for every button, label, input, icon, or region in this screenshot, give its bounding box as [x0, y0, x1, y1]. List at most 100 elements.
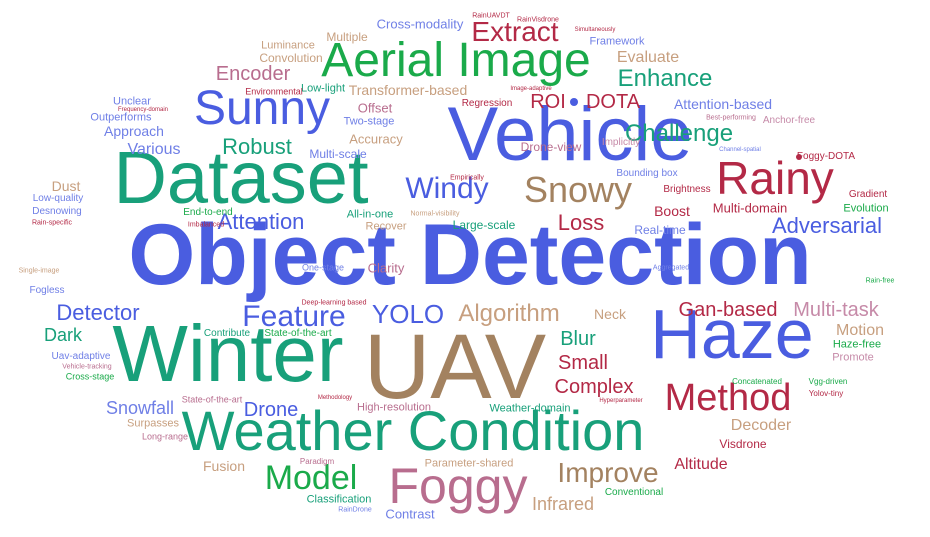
word-transformer-based: Transformer-based [348, 82, 468, 98]
word-infrared: Infrared [531, 494, 595, 514]
word-drone: Drone [243, 399, 299, 421]
word-brightness: Brightness [663, 184, 711, 195]
word-multiple: Multiple [326, 30, 368, 44]
word-aerial-image: Aerial Image [321, 34, 591, 87]
word-fogless: Fogless [29, 285, 65, 296]
word-two-stage: Two-stage [343, 115, 395, 128]
word-encoder: Encoder [215, 63, 291, 85]
word-cross-modality: Cross-modality [376, 16, 464, 32]
word-cross-stage: Cross-stage [65, 371, 115, 382]
word-frequency-domain: Frequency-domain [117, 107, 169, 113]
word-neck: Neck [594, 306, 626, 322]
word-enhance: Enhance [617, 65, 713, 92]
word-offset: Offset [357, 100, 393, 116]
word-haze-free: Haze-free [832, 338, 882, 351]
word-detector: Detector [56, 300, 140, 325]
word-uav-adaptive: Uav-adaptive [51, 351, 111, 362]
word-outperforms: Outperforms [90, 111, 152, 124]
word-loss: Loss [557, 210, 605, 235]
word-foggy: Foggy [388, 458, 528, 514]
word-weather-domain: Weather-domain [489, 402, 571, 415]
word-environmental: Environmental [245, 86, 303, 97]
word-evaluate: Evaluate [616, 49, 680, 66]
word-yolov-tiny: Yolov-tiny [808, 389, 844, 398]
word-blur: Blur [560, 328, 596, 350]
word-evolution: Evolution [843, 202, 889, 215]
word-rain-specific: Rain-specific [31, 219, 73, 227]
word-contribute: Contribute [203, 328, 251, 339]
word-desnowing: Desnowing [32, 206, 82, 217]
word-classification: Classification [306, 493, 372, 506]
word-implicitly: Implicitly [601, 137, 641, 148]
word-all-in-one: All-in-one [346, 208, 394, 221]
word-single-image: Single-image [18, 267, 60, 275]
word-dust: Dust [51, 178, 81, 194]
word-long-range: Long-range [141, 431, 189, 442]
word-rain-free: Rain-free [865, 277, 895, 285]
word-high-resolution: High-resolution [357, 401, 431, 414]
word-bounding-box: Bounding box [616, 168, 678, 179]
word-simultaneously: Simultaneously [574, 27, 616, 33]
word-haze: Haze [650, 295, 814, 373]
word-attention: Attention [217, 209, 305, 234]
word-foggy-dota: Foggy-DOTA [796, 151, 856, 162]
word-real-time: Real-time [634, 223, 686, 237]
word-anchor-free: Anchor-free [762, 115, 816, 126]
bullet-dot [570, 98, 578, 106]
word-concatenated: Concatenated [732, 377, 782, 386]
word-accuracy: Accuracy [349, 131, 403, 147]
word-small: Small [557, 352, 609, 374]
word-hyperparameter: Hyperparameter [599, 398, 643, 404]
word-dark: Dark [43, 325, 83, 345]
word-visdrone: Visdrone [719, 437, 767, 451]
word-surpasses: Surpasses [127, 417, 179, 430]
word-altitude: Altitude [674, 456, 728, 473]
word-snowy: Snowy [523, 169, 633, 210]
word-empirically: Empirically [450, 174, 484, 182]
word-weather-condition: Weather Condition [181, 399, 645, 462]
word-roi: ROI [530, 91, 566, 113]
word-one-stage: One-stage [301, 262, 345, 273]
word-decoder: Decoder [730, 417, 792, 434]
word-clarity: Clarity [367, 260, 405, 276]
word-snowfall: Snowfall [105, 398, 175, 418]
word-algorithm: Algorithm [458, 300, 560, 327]
word-robust: Robust [222, 134, 292, 159]
word-state-of-the-art-mid: State-of-the-art [264, 328, 332, 339]
word-regression: Regression [461, 98, 513, 109]
word-gradient: Gradient [848, 189, 888, 200]
word-multi-scale: Multi-scale [309, 147, 367, 161]
word-complex: Complex [554, 376, 634, 398]
word-adversarial: Adversarial [771, 213, 883, 238]
word-vehicle: Vehicle [447, 92, 693, 177]
word-raindrone: RainDrone [338, 506, 372, 514]
word-uav: UAV [363, 316, 547, 418]
word-improve: Improve [557, 457, 659, 488]
word-challenge: Challenge [624, 120, 734, 147]
word-conventional: Conventional [604, 487, 664, 498]
word-vgg-driven: Vgg-driven [808, 377, 848, 386]
word-promote: Promote [832, 351, 874, 364]
word-gan-based: Gan-based [678, 299, 778, 321]
word-convolution: Convolution [259, 51, 323, 65]
bullet-dot [796, 154, 802, 160]
word-paradigm: Paradigm [299, 457, 335, 466]
word-aggregated: Aggregated [652, 264, 690, 272]
word-low-light: Low-light [300, 82, 346, 95]
word-attention-based: Attention-based [673, 96, 773, 112]
word-normal-visibility: Normal-visibility [410, 210, 460, 218]
word-object-detection: Object Detection [128, 207, 812, 303]
word-multi-domain: Multi-domain [712, 200, 788, 216]
word-drone-view: Drone-view [520, 140, 582, 154]
word-feature: Feature [242, 300, 346, 333]
word-sunny: Sunny [193, 82, 331, 135]
word-recover: Recover [365, 220, 407, 233]
word-framework: Framework [589, 35, 645, 48]
word-approach: Approach [104, 123, 164, 139]
word-best-performing: Best-performing [706, 114, 756, 122]
word-state-of-the-art-low: State-of-the-art [181, 394, 243, 405]
word-imbalanced: Imbalanced [187, 221, 225, 229]
word-methodology: Methodology [317, 395, 353, 401]
word-low-quality: Low-quality [32, 193, 84, 204]
